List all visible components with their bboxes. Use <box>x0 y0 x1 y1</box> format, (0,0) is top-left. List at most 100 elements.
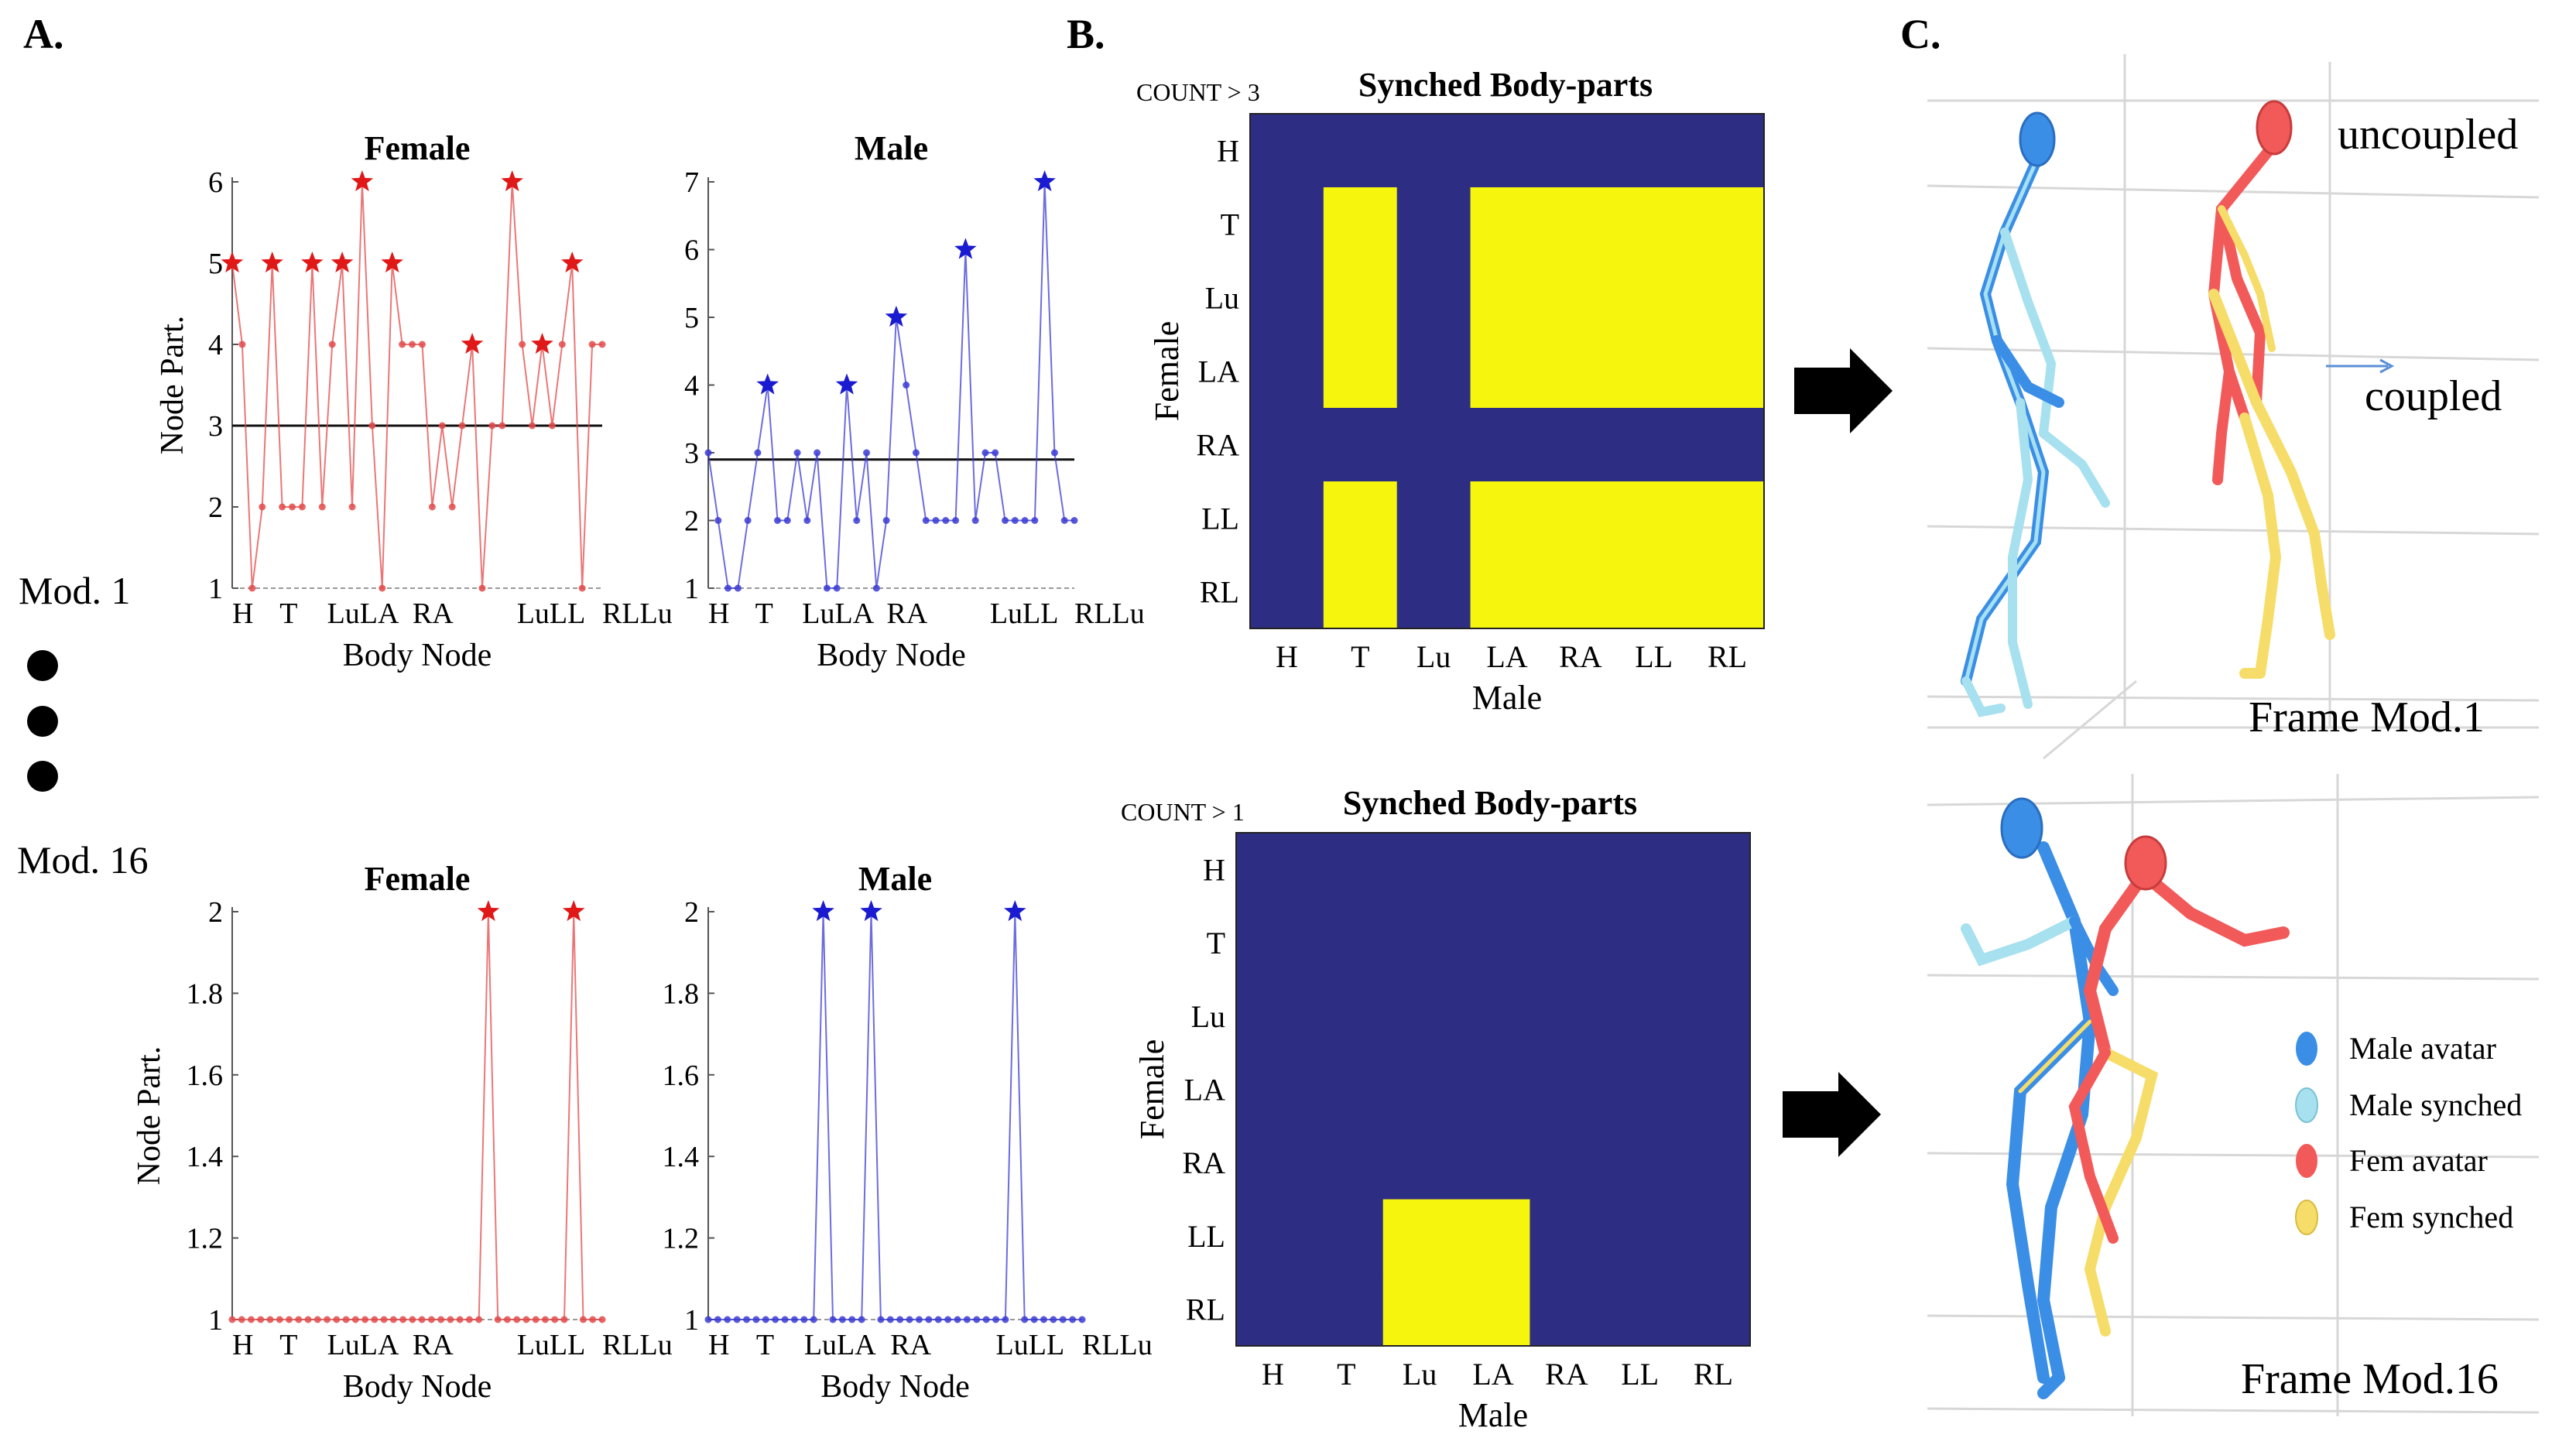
y-tick-label: 1 <box>208 573 223 605</box>
arrow-right-top-icon <box>1794 348 1893 433</box>
data-point <box>342 1316 350 1323</box>
heatmap-cell <box>1382 1272 1458 1347</box>
heatmap-cell <box>1617 481 1691 556</box>
figure-c-avatars: uncoupled coupled Frame Mod.1 <box>1927 54 2540 1416</box>
heatmap-cell <box>1396 114 1471 188</box>
legend-swatch-fem-avatar <box>2296 1144 2317 1178</box>
heatmap-cell <box>1309 1125 1384 1200</box>
data-point <box>872 584 880 592</box>
data-point <box>981 449 989 457</box>
frame-label-bottom: Frame Mod.16 <box>2241 1355 2499 1403</box>
x-tick-label: T <box>279 597 297 630</box>
coupled-pointer-head-icon <box>2379 358 2395 374</box>
x-tick-label: LuLL <box>996 1329 1065 1361</box>
data-point <box>503 1316 511 1323</box>
data-point <box>915 1316 923 1323</box>
x-tick-label: LuLA <box>802 597 874 630</box>
data-point <box>551 1316 559 1323</box>
label-uncoupled: uncoupled <box>2338 111 2518 159</box>
data-point <box>772 1316 779 1323</box>
data-point <box>1060 517 1068 524</box>
data-point <box>906 1316 913 1323</box>
heatmap-row-label: RL <box>1200 575 1239 610</box>
male-avatar-top <box>1961 111 2110 717</box>
data-point <box>418 1316 426 1323</box>
heatmap-cell <box>1543 481 1618 556</box>
peak-star <box>563 900 585 922</box>
data-point <box>289 503 296 511</box>
heatmap-col-label: LA <box>1486 639 1527 674</box>
heatmap-cell <box>1470 334 1545 409</box>
heatmap-mod1: COUNT > 3 Synched Body-parts H T Lu LA RA LL RL H… <box>1136 66 1765 717</box>
heatmap-row-label: T <box>1207 926 1225 960</box>
chart-title: Male <box>858 860 932 898</box>
heatmap-mod16: COUNT > 1 Synched Body-parts H T Lu LA RA LL RL H… <box>1121 784 1751 1434</box>
x-tick-label: LuLL <box>517 1329 586 1361</box>
data-point <box>368 422 376 430</box>
data-point <box>704 1316 712 1323</box>
heatmap-row-label: LA <box>1184 1073 1225 1108</box>
data-point <box>973 1316 981 1323</box>
data-point <box>790 1316 798 1323</box>
heatmap-cell <box>1617 555 1691 629</box>
data-point <box>814 449 821 457</box>
data-point <box>1040 1316 1047 1323</box>
heatmap-cell <box>1543 261 1618 335</box>
data-point <box>333 1316 341 1323</box>
data-point <box>714 1316 721 1323</box>
heatmap-col-label: RA <box>1559 639 1602 674</box>
heatmap-col-label: LL <box>1621 1357 1659 1392</box>
data-point <box>465 1316 473 1323</box>
data-point <box>447 1316 454 1323</box>
data-point <box>522 1316 530 1323</box>
y-tick-label: 5 <box>208 248 223 280</box>
frame-label-top: Frame Mod.1 <box>2249 693 2485 741</box>
x-tick-label: T <box>279 1329 297 1361</box>
data-point <box>456 1316 464 1323</box>
ellipsis-dot-2 <box>27 706 58 737</box>
heatmap-cell <box>1617 334 1691 409</box>
heatmap-cell <box>1309 979 1384 1053</box>
data-point <box>886 1316 894 1323</box>
heatmap-cell <box>1690 408 1765 482</box>
arrow-right-bottom-icon <box>1783 1072 1881 1157</box>
data-point <box>399 341 406 348</box>
heatmap-cell <box>1690 261 1765 335</box>
x-tick-label: LuLA <box>327 1329 399 1361</box>
data-point <box>259 503 266 511</box>
heatmap-col-label: RA <box>1545 1357 1588 1392</box>
legend-label-male-synched: Male synched <box>2349 1087 2522 1122</box>
heatmap-row-label: H <box>1217 134 1239 169</box>
data-point <box>942 517 950 524</box>
data-point <box>724 584 732 592</box>
heatmap-row-label: RL <box>1186 1292 1225 1327</box>
y-tick-label: 4 <box>208 329 223 361</box>
peak-star <box>954 238 977 259</box>
row-label-mod1: Mod. 1 <box>19 569 130 612</box>
male-avatar-bottom <box>1961 797 2119 1399</box>
peak-star <box>221 252 244 273</box>
y-tick-label: 2 <box>684 896 699 929</box>
heatmap-cell <box>1470 261 1545 335</box>
heatmap-cell <box>1382 1053 1458 1127</box>
heatmap-col-label: H <box>1262 1357 1284 1392</box>
data-point <box>1050 449 1058 457</box>
heatmap-row-label: LL <box>1187 1219 1225 1254</box>
data-point <box>298 503 306 511</box>
data-point <box>754 449 762 457</box>
data-point <box>427 1316 435 1323</box>
data-point <box>409 1316 416 1323</box>
data-point <box>598 1316 606 1323</box>
data-point <box>810 1316 817 1323</box>
heatmap-row-label: RA <box>1182 1145 1225 1180</box>
data-point <box>238 1316 245 1323</box>
x-tick-label: H <box>232 597 253 630</box>
ellipsis-dot-1 <box>27 650 58 681</box>
heatmap-threshold-label: COUNT > 1 <box>1121 798 1245 826</box>
heatmap-cell <box>1530 906 1604 981</box>
heatmap-row-label: Lu <box>1205 281 1239 316</box>
heatmap-cell <box>1470 187 1545 262</box>
data-point <box>548 422 556 430</box>
data-point <box>579 1316 587 1323</box>
